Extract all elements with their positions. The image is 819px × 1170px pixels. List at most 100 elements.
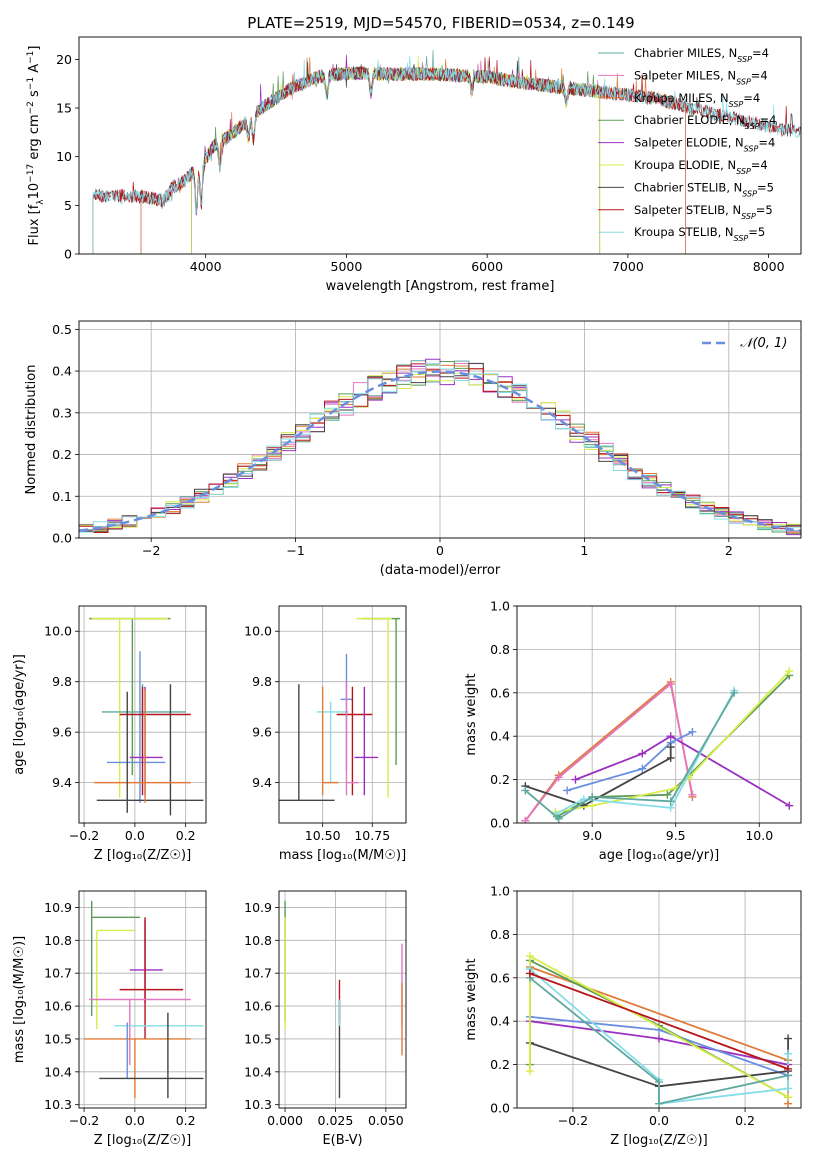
- x-tick-label: 0.0: [649, 1113, 669, 1128]
- plus-marker: [784, 1034, 793, 1043]
- y-tick-label: 0.2: [52, 447, 72, 462]
- axes-frame: [278, 605, 407, 824]
- x-tick-label: 9.0: [582, 828, 602, 843]
- legend-value: =5: [748, 225, 765, 239]
- x-tick-label: 0.2: [176, 1113, 196, 1128]
- legend-name: Kroupa ELODIE, N: [634, 158, 736, 172]
- plot-area: [79, 891, 206, 1108]
- x-axis-label: wavelength [Angstrom, rest frame]: [326, 279, 555, 294]
- y-axis-label: Flux [fλ10−17 erg cm−2 s−1 A−1]: [26, 46, 46, 246]
- y-tick-label: 10.6: [244, 999, 272, 1014]
- y-tick-label: 0.1: [52, 489, 72, 504]
- axes-frame: [78, 36, 802, 255]
- y-tick-label: 0.3: [52, 405, 72, 420]
- y-tick-label: 0.0: [490, 816, 510, 831]
- legend-value: =4: [743, 91, 760, 105]
- y-tick-label: 0.4: [490, 1014, 510, 1029]
- y-tick-label: 10.9: [244, 900, 272, 915]
- axes-age-vs-metallicity: −0.2 0.0 0.2 9.4 9.6 9.8 10.0 Z [log₁₀(Z/Z☉)] ag…: [12, 605, 207, 863]
- plus-marker: [688, 727, 697, 736]
- x-axis-label: age [log₁₀(age/yr)]: [599, 848, 720, 863]
- x-tick-label: 0.025: [318, 1113, 354, 1128]
- plus-marker: [666, 680, 675, 689]
- y-tick-label: 10.7: [44, 966, 72, 981]
- y-label-part: −2: [26, 101, 36, 114]
- mass-weight-line-kroupa-stelib: [554, 690, 735, 816]
- x-tick-label: 10.0: [745, 828, 773, 843]
- x-tick-label: 6000: [471, 259, 503, 274]
- x-tick-label: −2: [142, 543, 160, 558]
- figure-title: PLATE=2519, MJD=54570, FIBERID=0534, z=0…: [247, 14, 634, 32]
- plus-marker: [666, 753, 675, 762]
- y-label-part: ]: [27, 46, 42, 51]
- plus-marker: [655, 1077, 663, 1086]
- legend-sub: SSP: [737, 55, 752, 64]
- plus-marker: [655, 1034, 663, 1043]
- plot-area: [79, 606, 206, 823]
- axes-mass-weight-vs-age: 9.0 9.5 10.0 0.0 0.2 0.4 0.6 0.8 1.0 age [log₁₀(a…: [464, 599, 802, 863]
- x-tick-label: 5000: [331, 259, 363, 274]
- legend-name: Kroupa MILES, N: [634, 91, 729, 105]
- plus-marker: [525, 969, 534, 978]
- x-tick-label: 0.0: [125, 828, 145, 843]
- y-label-part: erg cm: [27, 114, 42, 163]
- x-axis-label: (data-model)/error: [380, 563, 501, 578]
- spectrum-line-chabrier-elodie: [191, 64, 601, 254]
- y-tick-label: 0.0: [490, 1101, 510, 1116]
- x-tick-label: 8000: [753, 259, 785, 274]
- y-tick-label: 0.2: [490, 1057, 510, 1072]
- x-axis-label: Z [log₁₀(Z/Z☉)]: [94, 848, 191, 863]
- y-tick-label: 10.5: [44, 1031, 72, 1046]
- legend-sub: SSP: [745, 122, 760, 131]
- legend-label: Chabrier ELODIE, NSSP=4: [634, 113, 776, 131]
- axes-residual-histogram: −2 −1 0 1 2 0.0 0.1 0.2 0.3 0.4 0.5 (data-model)/er…: [24, 320, 802, 578]
- plus-marker: [588, 801, 597, 810]
- axes-spectrum: 4000 5000 6000 7000 8000 0 5 10 15 20 wavelength […: [26, 36, 802, 294]
- axes-frame: [516, 890, 802, 1109]
- legend-sub: SSP: [744, 144, 759, 153]
- plus-marker: [638, 764, 647, 773]
- legend-sub: SSP: [736, 167, 751, 176]
- x-tick-label: 2: [725, 543, 733, 558]
- legend-label: 𝒩(0, 1): [740, 336, 787, 351]
- spectrum-line-kroupa-stelib: [92, 55, 801, 254]
- y-label-part: s: [27, 90, 42, 101]
- y-tick-label: 10.3: [44, 1097, 72, 1112]
- plus-marker: [554, 814, 563, 823]
- plus-marker: [784, 1084, 793, 1093]
- legend-name: Chabrier MILES, N: [634, 46, 737, 60]
- legend-name: Salpeter STELIB, N: [634, 203, 741, 217]
- y-tick-label: 10.4: [44, 1064, 72, 1079]
- y-tick-label: 9.8: [52, 674, 72, 689]
- y-tick-label: 10.4: [244, 1064, 272, 1079]
- y-tick-label: 20: [56, 52, 72, 67]
- axes-frame: [78, 890, 207, 1109]
- plot-area: [279, 606, 406, 823]
- legend-sub: SSP: [741, 211, 756, 220]
- y-tick-label: 0.8: [490, 642, 510, 657]
- y-tick-label: 0.4: [52, 364, 72, 379]
- plus-marker: [521, 786, 530, 795]
- x-tick-label: 9.5: [666, 828, 686, 843]
- plot-area: [517, 891, 801, 1108]
- y-tick-label: 10.7: [244, 966, 272, 981]
- y-tick-label: 1.0: [490, 599, 510, 614]
- y-tick-label: 0.6: [490, 685, 510, 700]
- plus-marker: [588, 792, 597, 801]
- y-tick-label: 1.0: [490, 884, 510, 899]
- plus-marker: [563, 786, 572, 795]
- y-tick-label: 10.8: [244, 933, 272, 948]
- plus-marker: [784, 1064, 793, 1073]
- y-axis-label: Normed distribution: [24, 365, 39, 495]
- y-axis-label: mass weight: [464, 958, 479, 1040]
- y-tick-label: 15: [56, 101, 72, 116]
- legend-name: Chabrier ELODIE, N: [634, 113, 745, 127]
- x-axis-label: E(B-V): [322, 1133, 362, 1148]
- axes-frame: [78, 320, 802, 539]
- x-tick-label: −1: [286, 543, 304, 558]
- legend-label: Kroupa MILES, NSSP=4: [634, 91, 760, 109]
- axes-age-vs-mass: 10.50 10.75 9.4 9.6 9.8 10.0 mass [log₁₀(M/M☉)…: [244, 605, 407, 863]
- plus-marker: [525, 952, 534, 961]
